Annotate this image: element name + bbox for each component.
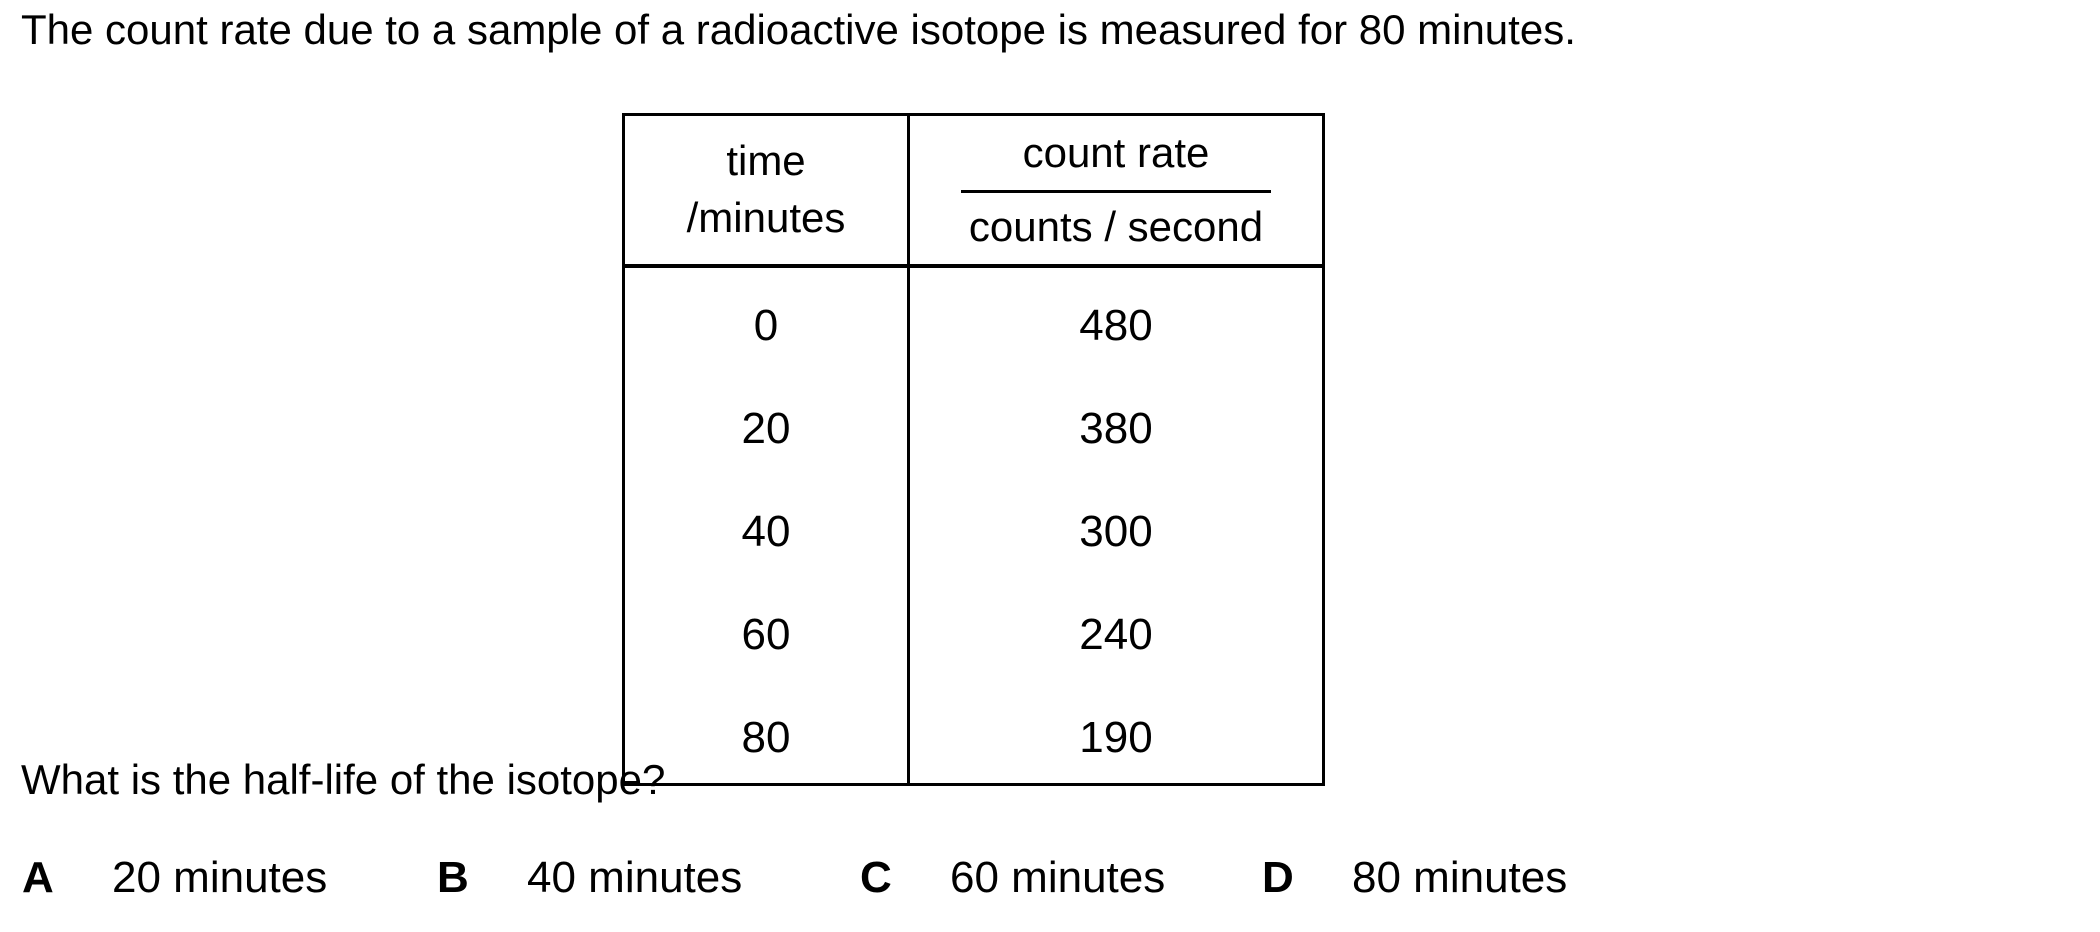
count-rate-cell: 300 — [907, 474, 1324, 577]
time-cell: 20 — [741, 404, 791, 453]
time-cell: 0 — [753, 301, 779, 350]
option-c-label: 60 minutes — [950, 853, 1166, 902]
count-rate-cell: 380 — [907, 371, 1324, 474]
count-rate-cell: 480 — [907, 266, 1324, 371]
count-rate-cell: 190 — [907, 680, 1324, 785]
option-d-label: 80 minutes — [1352, 853, 1568, 902]
time-cell: 40 — [741, 507, 791, 556]
option-c-letter: C — [860, 853, 892, 902]
answer-options: A 20 minutes B 40 minutes C 60 minutes D 80 … — [0, 852, 2100, 912]
count-rate-column-header: count rate counts / second — [907, 114, 1324, 268]
time-header-line1: time — [726, 137, 806, 185]
count-rate-numerator: count rate — [960, 125, 1272, 193]
count-rate-table: time /minutes count rate counts / second… — [622, 113, 1325, 786]
option-a: A 20 minutes — [22, 852, 327, 905]
table-row: 80 190 — [624, 680, 1324, 785]
count-rate-fraction: count rate counts / second — [960, 125, 1272, 255]
option-d-letter: D — [1262, 853, 1294, 902]
time-cell: 60 — [741, 610, 791, 659]
time-cell: 80 — [741, 713, 791, 762]
table-row: 20 380 — [624, 371, 1324, 474]
count-rate-cell: 240 — [907, 577, 1324, 680]
option-a-label: 20 minutes — [112, 853, 328, 902]
option-b: B 40 minutes — [437, 852, 742, 905]
header-row: time /minutes count rate counts / second — [623, 114, 1324, 268]
count-rate-denominator: counts / second — [968, 202, 1264, 250]
option-c: C 60 minutes — [860, 852, 1165, 905]
time-header-line2: /minutes — [686, 194, 846, 241]
option-a-letter: A — [22, 853, 54, 902]
option-b-letter: B — [437, 853, 469, 902]
option-d: D 80 minutes — [1262, 852, 1567, 905]
table-body: 0 480 20 380 40 300 60 240 80 190 — [624, 266, 1324, 785]
table-header: time /minutes count rate counts / second — [623, 114, 1324, 268]
question-text: What is the half-life of the isotope? — [21, 756, 666, 803]
time-column-header: time /minutes — [623, 114, 909, 268]
table-row: 60 240 — [624, 577, 1324, 680]
table-row: 40 300 — [624, 474, 1324, 577]
option-b-label: 40 minutes — [527, 853, 743, 902]
table-row: 0 480 — [624, 266, 1324, 371]
intro-text: The count rate due to a sample of a radi… — [21, 6, 1576, 53]
